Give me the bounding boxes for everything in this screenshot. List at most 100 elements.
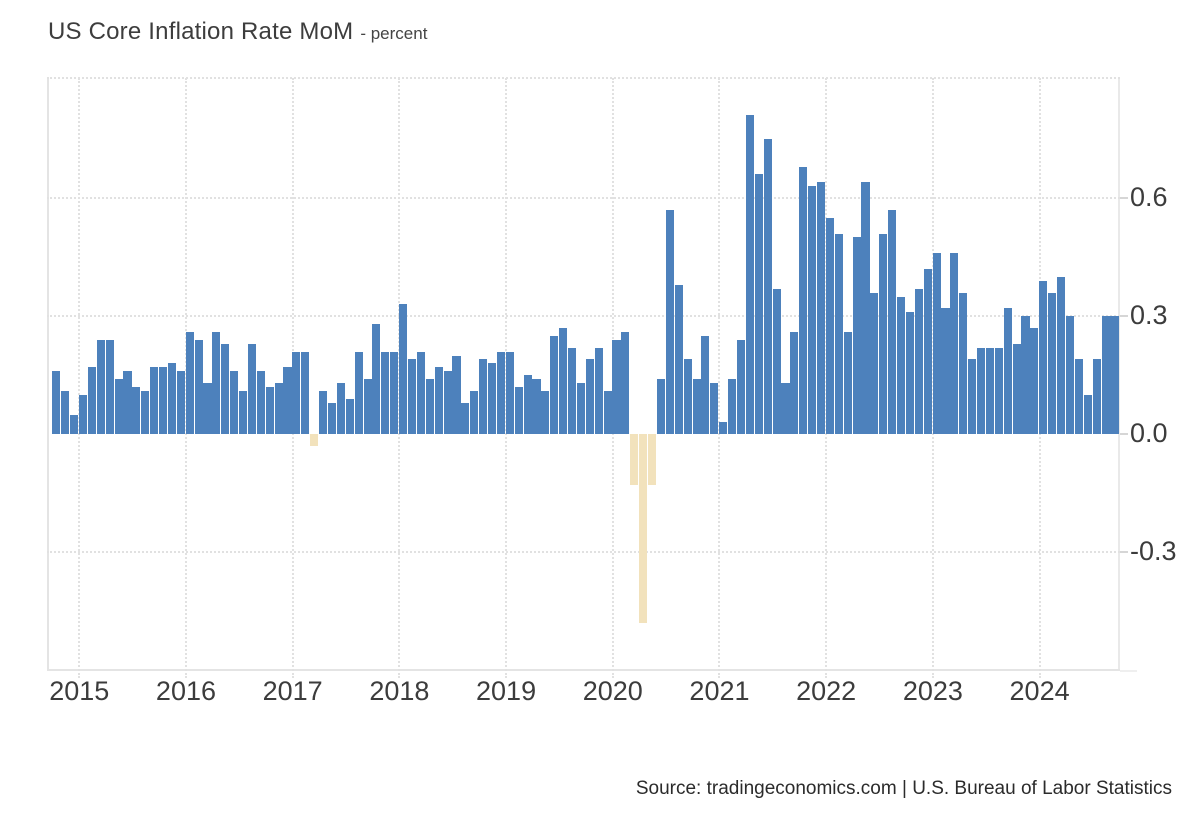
bar-2022-03[interactable]: [843, 331, 852, 435]
bar-2022-04[interactable]: [852, 237, 861, 435]
bar-2015-06[interactable]: [123, 371, 132, 435]
bar-2017-10[interactable]: [372, 324, 381, 435]
bar-2017-01[interactable]: [292, 351, 301, 435]
bar-2023-06[interactable]: [977, 347, 986, 435]
bar-2024-02[interactable]: [1048, 292, 1057, 435]
bar-2017-04[interactable]: [319, 390, 328, 435]
bar-2021-07[interactable]: [772, 288, 781, 435]
bar-2018-08[interactable]: [461, 402, 470, 435]
bar-2023-02[interactable]: [941, 308, 950, 435]
bar-2023-01[interactable]: [932, 253, 941, 435]
bar-2021-05[interactable]: [754, 174, 763, 435]
bar-2019-04[interactable]: [532, 379, 541, 435]
bar-2017-05[interactable]: [327, 402, 337, 435]
bar-2019-03[interactable]: [523, 375, 532, 435]
bar-2017-02[interactable]: [301, 351, 310, 435]
bar-2017-09[interactable]: [363, 379, 372, 435]
bar-2018-06[interactable]: [443, 371, 452, 435]
bar-2014-11[interactable]: [61, 390, 70, 435]
bar-2019-02[interactable]: [514, 387, 523, 435]
bar-2016-04[interactable]: [212, 331, 221, 435]
bar-2024-06[interactable]: [1083, 394, 1092, 435]
bar-2015-03[interactable]: [96, 339, 105, 435]
bar-2018-03[interactable]: [416, 351, 425, 435]
bar-2020-09[interactable]: [683, 359, 692, 435]
bar-2020-06[interactable]: [656, 379, 666, 435]
bar-2021-12[interactable]: [816, 182, 826, 435]
bar-2019-09[interactable]: [576, 383, 585, 435]
bar-2019-05[interactable]: [541, 390, 550, 435]
bar-2017-08[interactable]: [354, 351, 363, 435]
bar-2024-04[interactable]: [1065, 316, 1075, 435]
bar-2022-02[interactable]: [834, 233, 843, 435]
bar-2018-02[interactable]: [407, 359, 417, 435]
bar-2018-07[interactable]: [452, 355, 461, 435]
bar-2016-12[interactable]: [283, 367, 292, 435]
bar-2024-01[interactable]: [1039, 280, 1048, 435]
bar-2016-03[interactable]: [203, 383, 212, 435]
bar-2015-11[interactable]: [167, 363, 176, 435]
bar-2023-03[interactable]: [950, 253, 959, 435]
bar-2024-03[interactable]: [1057, 276, 1066, 435]
bar-2018-04[interactable]: [425, 379, 434, 435]
bar-2017-11[interactable]: [381, 351, 390, 435]
bar-2021-08[interactable]: [781, 383, 790, 435]
bar-2023-11[interactable]: [1021, 316, 1030, 435]
bar-2020-03[interactable]: [630, 434, 639, 486]
bar-2014-10[interactable]: [52, 371, 61, 435]
bar-2015-04[interactable]: [105, 339, 114, 435]
bar-2015-12[interactable]: [176, 371, 185, 435]
bar-2022-05[interactable]: [861, 182, 870, 435]
bar-2019-08[interactable]: [568, 347, 577, 435]
bar-2024-08[interactable]: [1101, 316, 1110, 435]
bar-2015-08[interactable]: [141, 390, 150, 435]
bar-2016-07[interactable]: [239, 390, 248, 435]
bar-2021-01[interactable]: [719, 422, 728, 435]
bar-2016-01[interactable]: [185, 331, 194, 435]
bar-2020-10[interactable]: [692, 379, 701, 435]
bar-2017-07[interactable]: [345, 398, 354, 435]
bar-2022-09[interactable]: [897, 296, 906, 435]
bar-2022-01[interactable]: [825, 217, 834, 435]
bar-2019-12[interactable]: [603, 390, 612, 435]
bar-2018-05[interactable]: [434, 367, 443, 435]
bar-2020-02[interactable]: [621, 331, 630, 435]
bar-2022-11[interactable]: [914, 288, 923, 435]
bar-2021-03[interactable]: [736, 339, 746, 435]
bar-2022-07[interactable]: [879, 233, 888, 435]
bar-2023-12[interactable]: [1030, 328, 1039, 435]
bar-2020-05[interactable]: [648, 434, 657, 486]
bar-2017-06[interactable]: [336, 383, 345, 435]
bar-2021-09[interactable]: [790, 331, 799, 435]
plot-area[interactable]: [47, 77, 1120, 678]
bar-2019-07[interactable]: [559, 328, 568, 435]
bar-2020-08[interactable]: [674, 284, 683, 435]
bar-2020-07[interactable]: [665, 209, 674, 435]
bar-2015-10[interactable]: [159, 367, 168, 435]
bar-2023-10[interactable]: [1012, 343, 1021, 435]
bar-2022-08[interactable]: [888, 209, 897, 435]
bar-2021-04[interactable]: [745, 115, 754, 435]
bar-2023-04[interactable]: [959, 292, 968, 435]
bar-2014-12[interactable]: [70, 414, 79, 435]
bar-2021-10[interactable]: [799, 166, 808, 435]
bar-2017-12[interactable]: [390, 351, 399, 435]
bar-2024-05[interactable]: [1074, 359, 1083, 435]
bar-2020-01[interactable]: [612, 339, 621, 435]
bar-2019-11[interactable]: [594, 347, 603, 435]
bar-2022-10[interactable]: [905, 312, 914, 435]
bar-2021-02[interactable]: [728, 379, 737, 435]
bar-2016-11[interactable]: [274, 383, 283, 435]
bar-2018-01[interactable]: [399, 304, 408, 435]
bar-2024-09[interactable]: [1110, 316, 1119, 435]
bar-2023-08[interactable]: [994, 347, 1003, 435]
bar-2021-06[interactable]: [763, 139, 772, 435]
bar-2024-07[interactable]: [1092, 359, 1101, 435]
bar-2020-11[interactable]: [701, 335, 710, 435]
bar-2015-05[interactable]: [114, 379, 123, 435]
bar-2019-01[interactable]: [505, 351, 514, 435]
bar-2023-05[interactable]: [968, 359, 977, 435]
bar-2022-06[interactable]: [870, 292, 879, 435]
bar-2018-09[interactable]: [470, 390, 479, 435]
bar-2019-10[interactable]: [585, 359, 594, 435]
